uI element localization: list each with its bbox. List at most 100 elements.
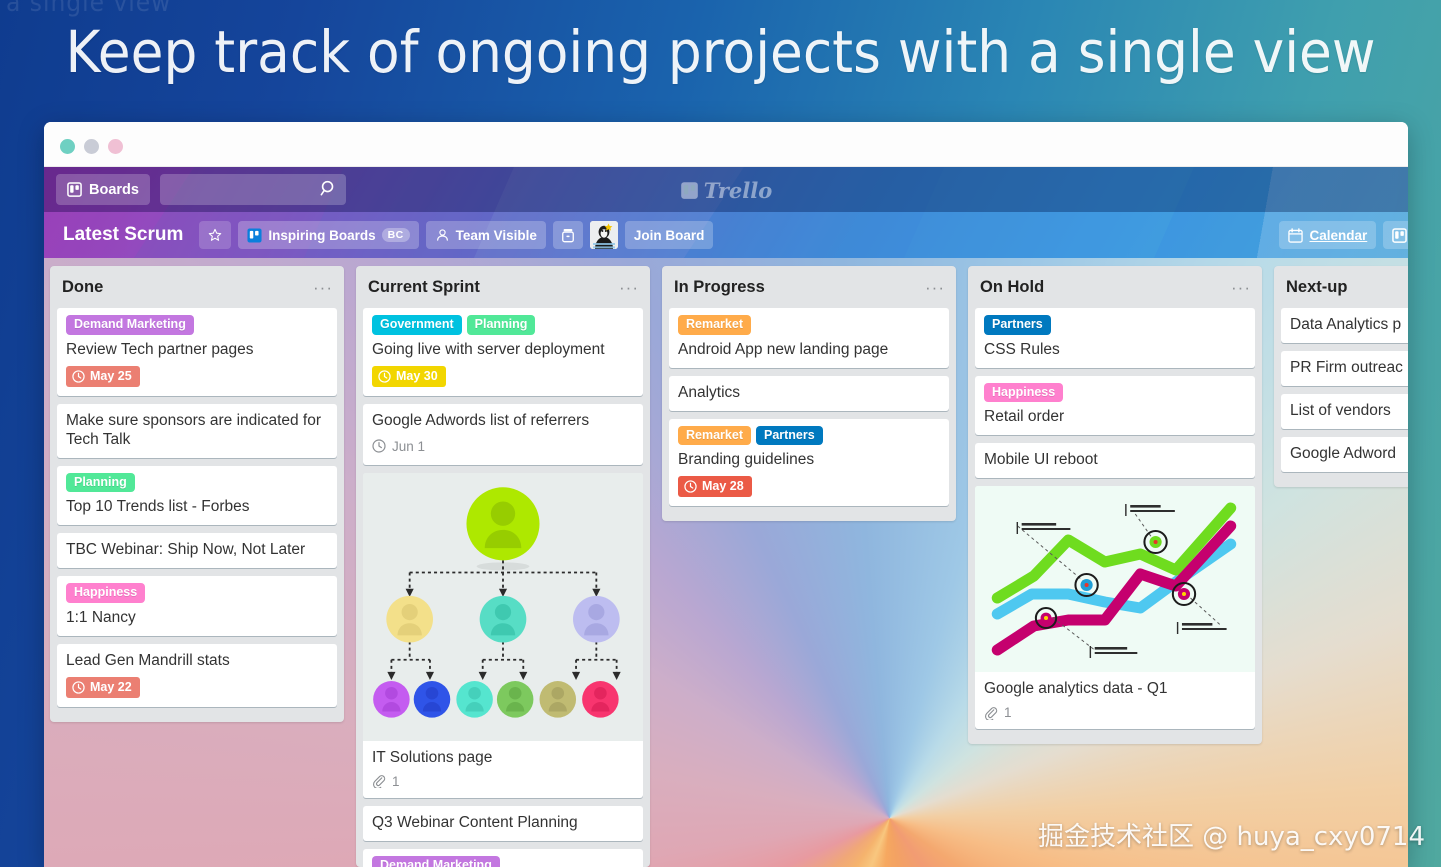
clock-icon (684, 480, 697, 493)
star-board-button[interactable] (199, 221, 232, 249)
attachment-badge[interactable]: 1 (372, 774, 400, 789)
attachment-count: 1 (392, 773, 400, 789)
list-title[interactable]: On Hold (980, 278, 1045, 296)
label-remarket[interactable]: Remarket (678, 315, 751, 335)
join-board-label: Join Board (633, 227, 705, 243)
boards-button[interactable]: Boards (56, 174, 150, 205)
label-partners[interactable]: Partners (755, 425, 823, 445)
card[interactable]: Q3 Webinar Content Planning (363, 805, 643, 841)
due-date-label: May 30 (396, 368, 438, 383)
card[interactable]: Happiness 1:1 Nancy (57, 576, 337, 636)
board-icon (1392, 227, 1408, 243)
team-button[interactable]: Inspiring Boards BC (238, 221, 419, 249)
card[interactable]: PR Firm outreac (1281, 351, 1408, 386)
label-demand-marketing[interactable]: Demand Marketing (66, 315, 194, 335)
list-header: In Progress ··· (669, 266, 949, 308)
label-partners[interactable]: Partners (984, 315, 1051, 335)
card[interactable]: Partners CSS Rules (975, 308, 1255, 368)
list-menu-icon[interactable]: ··· (313, 277, 333, 297)
card-labels: Demand Marketing (372, 855, 634, 867)
card[interactable]: Happiness Retail order (975, 375, 1255, 435)
visibility-button[interactable]: Team Visible (425, 221, 546, 249)
board-lists-area[interactable]: Done ··· Demand Marketing Review Tech pa… (44, 258, 1408, 867)
board-header: Latest Scrum Inspiring Boards BC Team Vi… (44, 212, 1408, 258)
window-close-button[interactable] (60, 139, 75, 154)
card[interactable]: TBC Webinar: Ship Now, Not Later (57, 533, 337, 568)
card[interactable]: Planning Top 10 Trends list - Forbes (57, 465, 337, 525)
label-planning[interactable]: Planning (66, 472, 135, 492)
board-title[interactable]: Latest Scrum (63, 224, 184, 245)
due-date-badge[interactable]: May 25 (66, 365, 140, 387)
trello-logo: Trello (44, 178, 1408, 203)
join-board-button[interactable]: Join Board (624, 221, 714, 249)
list-menu-icon[interactable]: ··· (925, 277, 945, 297)
card[interactable]: List of vendors (1281, 394, 1408, 429)
card-labels: Happiness (66, 583, 328, 603)
trello-board-app: Boards Trello Latest Scrum (44, 167, 1408, 867)
board-view-button[interactable]: C (1383, 221, 1408, 249)
label-demand-marketing[interactable]: Demand Marketing (372, 855, 500, 867)
list-menu-icon[interactable]: ··· (619, 277, 639, 297)
card-title: Lead Gen Mandrill stats (66, 651, 230, 669)
label-happiness[interactable]: Happiness (66, 583, 146, 603)
list-title[interactable]: In Progress (674, 278, 765, 296)
card[interactable]: Remarket Partners Branding guidelines Ma… (669, 418, 949, 506)
team-board-icon (247, 227, 262, 243)
card[interactable]: Lead Gen Mandrill stats May 22 (57, 643, 337, 707)
list-done[interactable]: Done ··· Demand Marketing Review Tech pa… (50, 266, 344, 722)
card-with-cover[interactable]: Google analytics data - Q1 1 (975, 486, 1255, 729)
card[interactable]: Data Analytics p (1281, 308, 1408, 343)
calendar-button[interactable]: Calendar (1279, 221, 1377, 249)
list-menu-icon[interactable]: ··· (1231, 277, 1251, 297)
due-date-badge[interactable]: May 22 (66, 676, 140, 698)
clock-icon (372, 439, 386, 453)
due-date-label: May 25 (90, 368, 132, 383)
label-planning[interactable]: Planning (466, 315, 536, 335)
card[interactable]: Google Adwords list of referrers Jun 1 (363, 403, 643, 465)
list-title[interactable]: Done (62, 278, 104, 296)
label-happiness[interactable]: Happiness (984, 382, 1064, 402)
card-title: Analytics (678, 383, 741, 401)
card[interactable]: Demand Marketing Review Tech partner pag… (57, 308, 337, 396)
list-title[interactable]: Current Sprint (368, 278, 480, 296)
card-title: Q3 Webinar Content Planning (372, 813, 578, 831)
card[interactable]: Make sure sponsors are indicated for Tec… (57, 403, 337, 458)
card[interactable]: Remarket Android App new landing page (669, 308, 949, 368)
clock-icon (72, 369, 85, 383)
list-next-up[interactable]: Next-up Data Analytics p PR Firm outreac… (1274, 266, 1408, 487)
due-date-label: May 28 (702, 479, 744, 494)
due-date-badge[interactable]: May 30 (372, 365, 446, 387)
trello-logo-icon (680, 181, 699, 200)
board-header-right-actions: Calendar C (1279, 221, 1408, 249)
butler-icon (561, 228, 575, 243)
list-current-sprint[interactable]: Current Sprint ··· Government Planning G… (356, 266, 650, 867)
card-title: Android App new landing page (678, 340, 889, 358)
card[interactable]: Government Planning Going live with serv… (363, 308, 643, 396)
page-title: Keep track of ongoing projects with a si… (65, 18, 1376, 86)
visibility-label: Team Visible (455, 227, 537, 243)
card[interactable]: Google Adword (1281, 437, 1408, 472)
card-title: Google Adwords list of referrers (372, 411, 590, 429)
avatar[interactable] (589, 221, 618, 249)
card-title: Google Adword (1290, 445, 1396, 462)
list-on-hold[interactable]: On Hold ··· Partners CSS Rules Happiness… (968, 266, 1262, 744)
butler-button[interactable] (552, 221, 583, 249)
card[interactable]: Analytics (669, 375, 949, 411)
calendar-icon (1288, 227, 1304, 243)
window-maximize-button[interactable] (108, 139, 123, 154)
attachment-badge[interactable]: 1 (984, 705, 1012, 720)
list-title[interactable]: Next-up (1286, 278, 1348, 296)
trello-logo-text: Trello (703, 178, 773, 203)
label-remarket[interactable]: Remarket (678, 425, 751, 445)
window-minimize-button[interactable] (84, 139, 99, 154)
due-date-badge[interactable]: May 28 (678, 476, 752, 497)
due-date-plain[interactable]: Jun 1 (372, 437, 425, 456)
card-title: List of vendors (1290, 402, 1391, 419)
card[interactable]: Demand Marketing (363, 848, 643, 867)
card[interactable]: Mobile UI reboot (975, 443, 1255, 478)
list-in-progress[interactable]: In Progress ··· Remarket Android App new… (662, 266, 956, 521)
card-badges: May 22 (66, 676, 328, 698)
search-input[interactable] (159, 174, 346, 205)
label-government[interactable]: Government (372, 315, 462, 335)
card-with-cover[interactable]: IT Solutions page 1 (363, 472, 643, 798)
